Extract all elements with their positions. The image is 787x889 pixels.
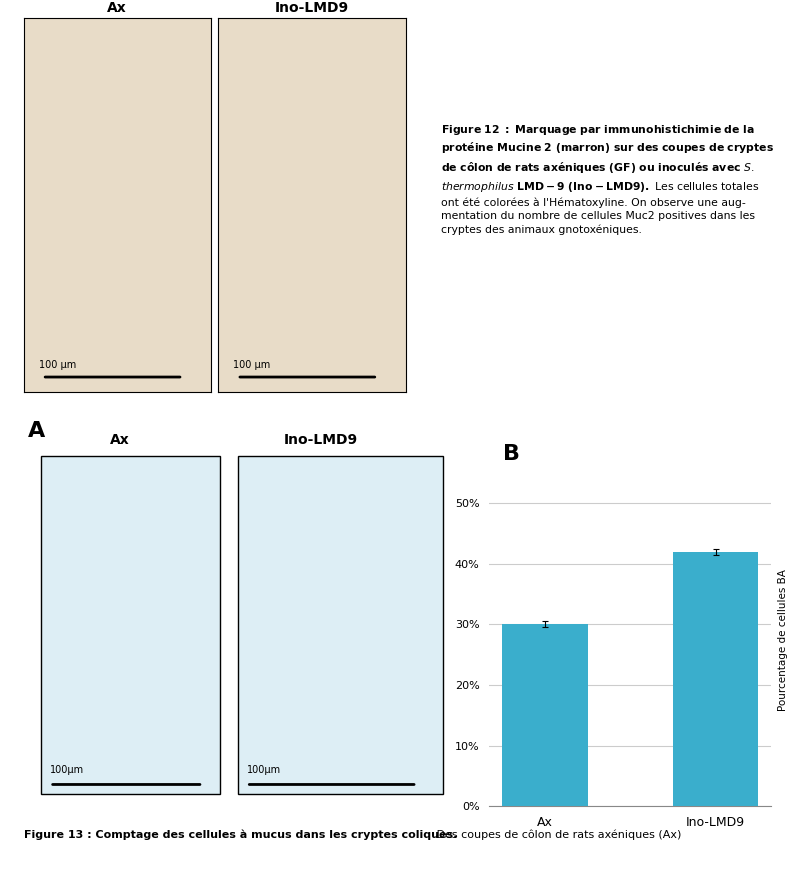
Y-axis label: Pourcentage de cellules BA
positives par cryptes: Pourcentage de cellules BA positives par…	[778, 569, 787, 710]
Text: Ino-LMD9: Ino-LMD9	[283, 433, 358, 447]
Bar	[502, 624, 588, 806]
FancyBboxPatch shape	[41, 456, 220, 794]
Text: Des coupes de côlon de rats axéniques (Ax): Des coupes de côlon de rats axéniques (A…	[434, 829, 682, 840]
Text: 100µm: 100µm	[246, 765, 281, 774]
Bar	[673, 552, 759, 806]
Text: $\bf{Figure\ 12\ :\ Marquage\ par\ immunohistichimie\ de\ la}$
$\bf{prot\acute{e: $\bf{Figure\ 12\ :\ Marquage\ par\ immun…	[442, 123, 774, 236]
Text: Figure 13 : Comptage des cellules à mucus dans les cryptes coliques.: Figure 13 : Comptage des cellules à mucu…	[24, 829, 457, 840]
Text: 100 µm: 100 µm	[234, 359, 271, 370]
Text: A: A	[28, 421, 45, 441]
Text: 100 µm: 100 µm	[39, 359, 76, 370]
Title: Ax: Ax	[107, 1, 127, 15]
Text: B: B	[504, 444, 520, 464]
Text: Ax: Ax	[110, 433, 130, 447]
Title: Ino-LMD9: Ino-LMD9	[275, 1, 349, 15]
FancyBboxPatch shape	[238, 456, 443, 794]
Text: 100µm: 100µm	[50, 765, 84, 774]
